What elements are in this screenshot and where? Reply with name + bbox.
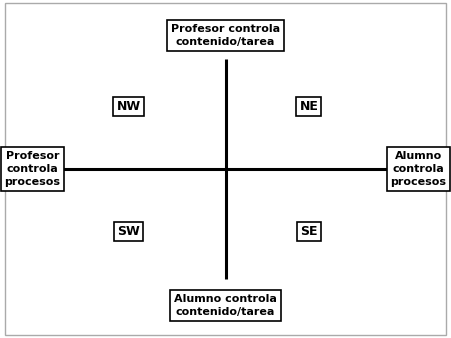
Text: SW: SW: [117, 225, 140, 238]
Text: NW: NW: [116, 100, 141, 113]
Text: Profesor controla
contenido/tarea: Profesor controla contenido/tarea: [171, 24, 280, 47]
Text: Profesor
controla
procesos: Profesor controla procesos: [5, 151, 60, 187]
Text: Alumno
controla
procesos: Alumno controla procesos: [391, 151, 446, 187]
Text: NE: NE: [299, 100, 318, 113]
Text: Alumno controla
contenido/tarea: Alumno controla contenido/tarea: [174, 294, 277, 317]
Text: SE: SE: [300, 225, 318, 238]
